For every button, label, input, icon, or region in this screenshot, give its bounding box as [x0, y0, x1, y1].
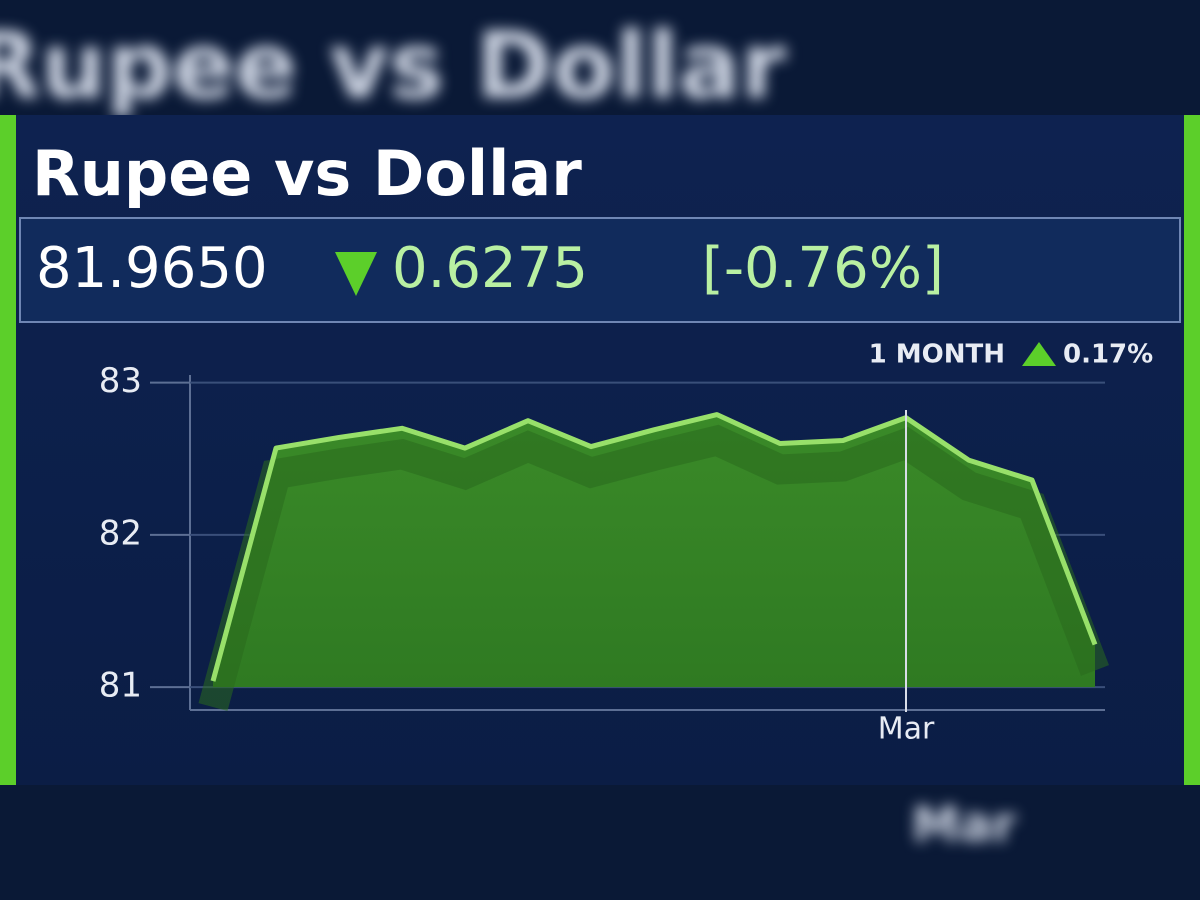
area-fill [213, 414, 1095, 688]
chart-title: Rupee vs Dollar [32, 137, 582, 210]
area-shade [198, 424, 1110, 711]
side-bar-right [1184, 115, 1200, 785]
up-arrow [1022, 342, 1056, 366]
change-percent: [-0.76%] [702, 236, 944, 301]
backdrop-label: Mar [912, 797, 1016, 853]
period: 1 MONTH [869, 340, 1005, 370]
price: 81.9650 [36, 236, 268, 301]
area-line [210, 412, 1098, 682]
backdrop-title: Rupee vs Dollar [0, 12, 787, 119]
period-change: 0.17% [1063, 340, 1153, 370]
down-arrow [335, 252, 377, 296]
y-tick-label: 81 [99, 666, 142, 706]
x-tick-label: Mar [878, 712, 935, 747]
side-bar-left [0, 115, 16, 785]
y-tick-label: 83 [99, 361, 142, 401]
change: 0.6275 [392, 236, 588, 301]
y-tick-label: 82 [99, 513, 142, 553]
quote-bar [19, 217, 1181, 323]
